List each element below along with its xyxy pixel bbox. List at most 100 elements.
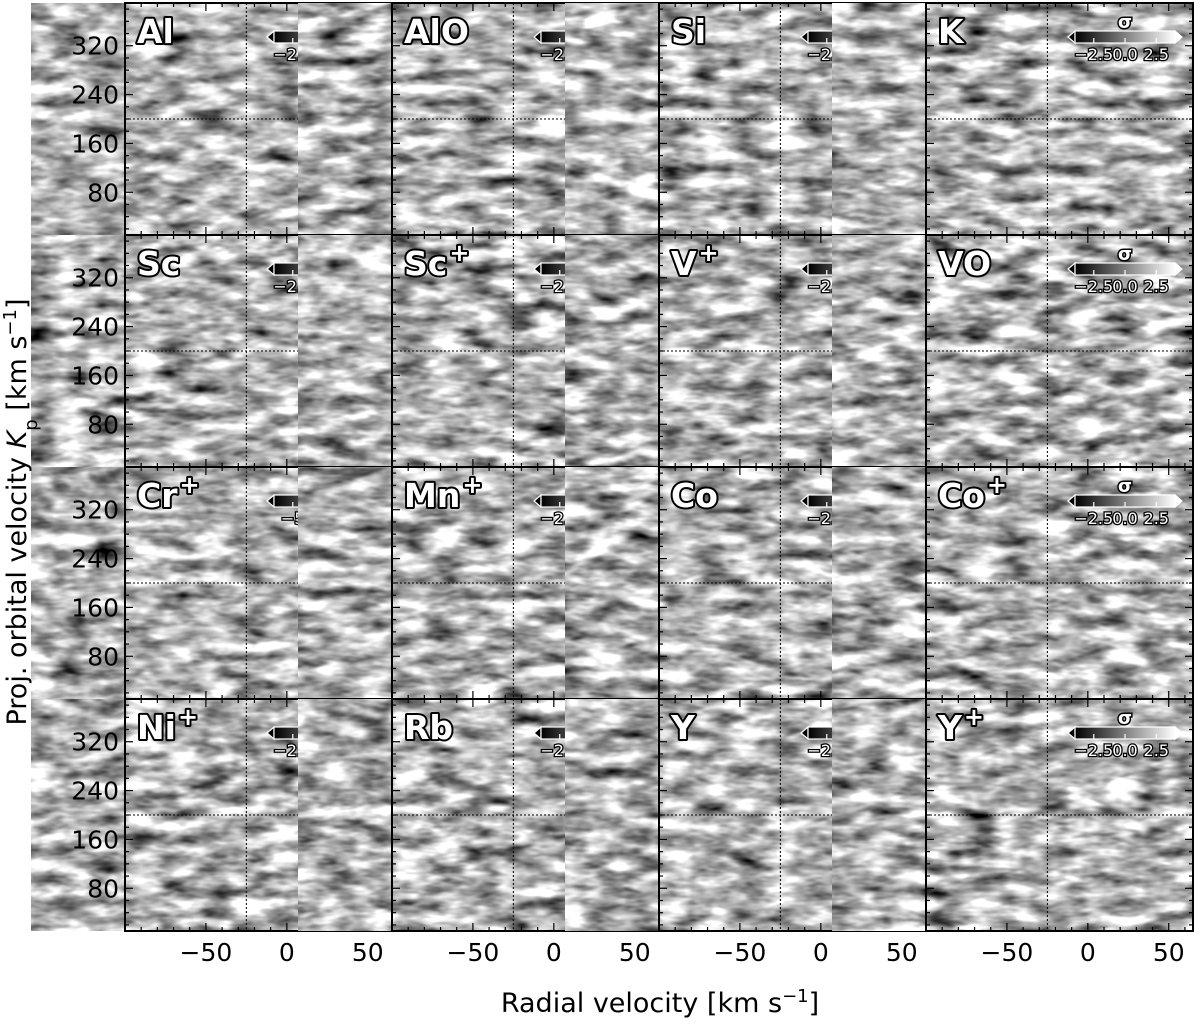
colorbar: σ −2.5 0.0 2.5 <box>800 475 916 529</box>
colorbar-tick-label: −2.5 <box>540 45 579 64</box>
colorbar-tick-label: 0.0 <box>1112 509 1137 528</box>
colorbar-label: σ <box>584 12 598 33</box>
colorbar-tick-label: −2.5 <box>807 45 846 64</box>
panel-vo: VO σ−2.5 0.0 2.5 <box>832 234 1194 468</box>
colorbar-label: σ <box>1118 708 1132 729</box>
colorbar-tick-label: −2.5 <box>540 509 579 528</box>
colorbar-tick-label: 0.0 <box>578 741 603 760</box>
y-tick-label: 80 <box>87 874 119 903</box>
colorbar-tick-label: 2.5 <box>610 509 635 528</box>
colorbar: σ −2.5 0.0 2.5 <box>800 243 916 297</box>
colorbar-label: σ <box>851 476 865 497</box>
x-tick-label: −50 <box>714 938 767 967</box>
x-tick-label: 50 <box>619 938 651 967</box>
y-tick-label: 240 <box>71 777 119 806</box>
colorbar: σ −2.5 0.0 2.5 <box>533 707 649 761</box>
colorbar-tick-label: 0.0 <box>311 741 336 760</box>
colorbar-label: σ <box>584 476 598 497</box>
x-tick-label: −50 <box>180 938 233 967</box>
y-tick-label: 160 <box>71 129 119 158</box>
panel-si: Si σ−2.5 0.0 2.5 <box>565 2 927 236</box>
colorbar-tick-label: −2.5 <box>273 741 312 760</box>
colorbar-tick-label: 0.0 <box>845 741 870 760</box>
colorbar-label: σ <box>851 708 865 729</box>
colorbar: σ −2.5 0.0 2.5 <box>800 707 916 761</box>
colorbar-label: σ <box>317 708 331 729</box>
y-tick-label: 160 <box>71 593 119 622</box>
colorbar: σ −2.5 0.0 2.5 <box>1067 11 1183 65</box>
colorbar-tick-label: 0.0 <box>845 45 870 64</box>
colorbar-tick-label: 2.5 <box>1144 741 1169 760</box>
colorbar-tick-label: 2.5 <box>610 45 635 64</box>
colorbar-tick-label: −2.5 <box>540 741 579 760</box>
colorbar-tick-label: 0.0 <box>1112 277 1137 296</box>
colorbar-tick-label: 2.5 <box>610 277 635 296</box>
colorbar-tick-label: 2.5 <box>610 741 635 760</box>
colorbar-tick-label: 2.5 <box>877 741 902 760</box>
colorbar-tick-label: 0.0 <box>578 277 603 296</box>
y-tick-label: 80 <box>87 642 119 671</box>
y-tick-label: 240 <box>71 81 119 110</box>
colorbar: σ −2.5 0.0 2.5 <box>266 243 382 297</box>
colorbar-tick-label: 2.5 <box>1144 509 1169 528</box>
colorbar-tick-label: −5 <box>281 509 305 528</box>
colorbar-tick-label: 2.5 <box>1144 45 1169 64</box>
colorbar-label: σ <box>1118 244 1132 265</box>
colorbar-tick-label: 0.0 <box>578 45 603 64</box>
x-axis-label: Radial velocity [km s−1] <box>501 986 819 1020</box>
colorbar-label: σ <box>317 244 331 265</box>
x-tick-label: 0 <box>1080 938 1096 967</box>
colorbar-label: σ <box>851 12 865 33</box>
colorbar-tick-label: −2.5 <box>1074 277 1113 296</box>
species-label: Y <box>670 708 696 747</box>
colorbar-tick-label: −2.5 <box>807 741 846 760</box>
x-tick-label: 0 <box>813 938 829 967</box>
x-tick-label: 0 <box>546 938 562 967</box>
colorbar-label: σ <box>317 476 331 497</box>
colorbar: σ −2.5 0.0 2.5 <box>266 707 382 761</box>
colorbar-tick-label: 2.5 <box>877 509 902 528</box>
species-label: Sc+ <box>404 239 469 283</box>
species-label: Si <box>671 12 706 51</box>
x-tick-label: 50 <box>886 938 918 967</box>
colorbar-label: σ <box>584 244 598 265</box>
colorbar-label: σ <box>851 244 865 265</box>
colorbar-tick-label: 0.0 <box>578 509 603 528</box>
species-label: AlO <box>404 12 469 51</box>
colorbar-tick-label: 2.5 <box>343 45 368 64</box>
species-label: Y+ <box>937 703 984 747</box>
y-tick-label: 80 <box>87 410 119 439</box>
colorbar-tick-label: −2.5 <box>807 277 846 296</box>
x-tick-label: 50 <box>1153 938 1185 967</box>
colorbar-tick-label: 5 <box>350 509 360 528</box>
species-label: Co <box>671 476 718 515</box>
y-tick-label: 320 <box>71 32 119 61</box>
species-label: Co+ <box>938 471 1007 515</box>
colorbar-label: σ <box>317 12 331 33</box>
colorbar: σ −2.5 0.0 2.5 <box>533 243 649 297</box>
x-tick-label: 50 <box>352 938 384 967</box>
species-label: VO <box>938 244 991 283</box>
y-tick-label: 240 <box>71 313 119 342</box>
colorbar: σ −2.5 0.0 2.5 <box>800 11 916 65</box>
colorbar-label: σ <box>584 708 598 729</box>
species-label: Rb <box>404 708 453 747</box>
colorbar-tick-label: 0.0 <box>845 509 870 528</box>
colorbar-tick-label: 2.5 <box>877 277 902 296</box>
y-tick-label: 320 <box>71 728 119 757</box>
colorbar-tick-label: 2.5 <box>1144 277 1169 296</box>
panel-mn-ion: Mn+ σ −2.5 0.0 2.5 <box>298 466 660 700</box>
colorbar-tick-label: −2.5 <box>1074 509 1113 528</box>
colorbar-tick-label: −2.5 <box>807 509 846 528</box>
colorbar: σ −2.5 0.0 2.5 <box>266 11 382 65</box>
colorbar-tick-label: 0.0 <box>1112 45 1137 64</box>
colorbar-tick-label: 0.0 <box>845 277 870 296</box>
colorbar-tick-label: 0.0 <box>311 277 336 296</box>
colorbar-tick-label: 2.5 <box>343 277 368 296</box>
x-tick-label: −50 <box>447 938 500 967</box>
colorbar-tick-label: 2.5 <box>343 741 368 760</box>
colorbar-tick-label: −2.5 <box>1074 45 1113 64</box>
species-label: Cr+ <box>137 471 200 515</box>
